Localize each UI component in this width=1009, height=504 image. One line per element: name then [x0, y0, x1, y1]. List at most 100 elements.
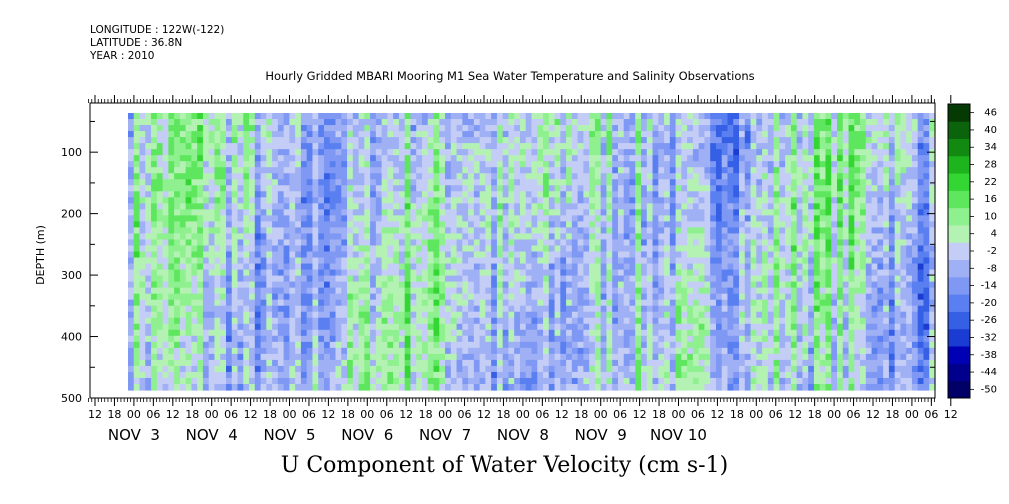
heatmap-cell [502, 239, 510, 247]
heatmap-cell [168, 161, 175, 168]
heatmap-cell [652, 209, 659, 216]
heatmap-cell [266, 209, 273, 216]
heatmap-cell [249, 251, 256, 259]
heatmap-cell [687, 179, 694, 186]
heatmap-cell [151, 293, 158, 301]
heatmap-cell [485, 233, 492, 241]
heatmap-cell [577, 149, 584, 156]
heatmap-cell [416, 149, 423, 156]
heatmap-cell [151, 149, 158, 156]
heatmap-cell [681, 197, 688, 204]
heatmap-cell [289, 173, 296, 180]
heatmap-cell [739, 161, 746, 168]
heatmap-cell [208, 245, 216, 253]
heatmap-cell [744, 335, 752, 343]
heatmap-cell [704, 233, 711, 241]
heatmap-cell [179, 131, 187, 138]
heatmap-cell [531, 359, 538, 367]
heatmap-cell [594, 155, 602, 162]
heatmap-cell [733, 371, 740, 379]
heatmap-cell [439, 281, 446, 289]
heatmap-cell [496, 365, 504, 373]
heatmap-cell [266, 155, 273, 162]
heatmap-cell [277, 149, 285, 156]
heatmap-cell [277, 299, 285, 307]
heatmap-cell [612, 221, 619, 229]
heatmap-cell [715, 269, 723, 277]
heatmap-cell [329, 233, 337, 241]
heatmap-cell [341, 245, 348, 253]
heatmap-cell [739, 245, 746, 253]
heatmap-cell [254, 299, 262, 307]
heatmap-cell [445, 221, 452, 229]
heatmap-cell [612, 167, 619, 174]
heatmap-cell [133, 377, 141, 385]
heatmap-cell [710, 137, 717, 144]
heatmap-cell [502, 143, 510, 150]
heatmap-cell [658, 293, 665, 301]
heatmap-cell [571, 113, 579, 120]
heatmap-cell [733, 281, 740, 289]
heatmap-cell [306, 293, 314, 301]
heatmap-cell [502, 263, 510, 271]
heatmap-cell [260, 197, 267, 204]
heatmap-cell [133, 347, 141, 355]
heatmap-cell [594, 197, 602, 204]
heatmap-cell [416, 269, 423, 277]
heatmap-cell [133, 161, 141, 168]
heatmap-cell [450, 131, 458, 138]
heatmap-cell [687, 341, 694, 349]
heatmap-cell [185, 113, 192, 120]
heatmap-cell [485, 329, 492, 337]
heatmap-cell [312, 179, 319, 186]
heatmap-cell [433, 155, 440, 162]
heatmap-cell [306, 185, 314, 192]
heatmap-cell [537, 335, 544, 343]
heatmap-cell [266, 113, 273, 120]
heatmap-cell [543, 365, 550, 373]
heatmap-cell [571, 263, 579, 271]
heatmap-cell [323, 143, 331, 150]
heatmap-cell [318, 359, 325, 367]
heatmap-cell [128, 155, 135, 162]
heatmap-cell [491, 149, 498, 156]
heatmap-cell [468, 221, 475, 229]
heatmap-cell [554, 251, 561, 259]
heatmap-cell [710, 287, 717, 295]
heatmap-cell [174, 257, 181, 265]
heatmap-cell [681, 245, 688, 253]
heatmap-cell [629, 227, 636, 235]
heatmap-cell [548, 125, 556, 132]
heatmap-cell [220, 323, 227, 331]
heatmap-cell [352, 281, 360, 289]
heatmap-cell [318, 299, 325, 307]
heatmap-cell [554, 131, 561, 138]
heatmap-cell [502, 359, 510, 367]
heatmap-cell [133, 221, 141, 229]
heatmap-cell [629, 185, 636, 192]
heatmap-cell [289, 167, 296, 174]
heatmap-cell [617, 161, 625, 168]
heatmap-cell [358, 239, 365, 247]
heatmap-cell [629, 155, 636, 162]
heatmap-cell [347, 287, 354, 295]
heatmap-cell [375, 323, 383, 331]
heatmap-cell [295, 329, 302, 337]
heatmap-cell [225, 251, 233, 259]
heatmap-cell [410, 197, 417, 204]
heatmap-cell [525, 167, 533, 174]
heatmap-cell [687, 281, 694, 289]
heatmap-cell [352, 119, 360, 126]
heatmap-cell [410, 185, 417, 192]
heatmap-cell [600, 383, 608, 391]
heatmap-cell [727, 155, 734, 162]
heatmap-cell [300, 341, 308, 349]
heatmap-cell [727, 281, 734, 289]
heatmap-cell [479, 191, 486, 198]
heatmap-cell [214, 359, 221, 367]
heatmap-cell [220, 317, 227, 325]
heatmap-cell [347, 131, 354, 138]
heatmap-cell [577, 221, 584, 229]
heatmap-cell [612, 305, 619, 313]
heatmap-cell [225, 365, 233, 373]
